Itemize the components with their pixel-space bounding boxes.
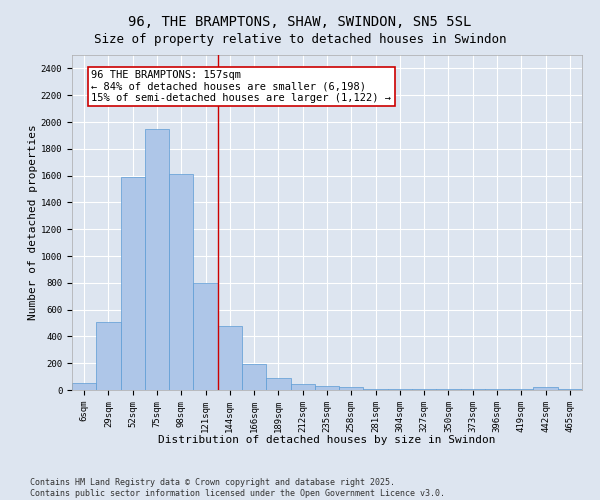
Bar (533, 386, 558, 390)
Text: 96, THE BRAMPTONS, SHAW, SWINDON, SN5 5SL: 96, THE BRAMPTONS, SHAW, SWINDON, SN5 5S… (128, 15, 472, 29)
Bar (169, 174, 193, 390)
X-axis label: Distribution of detached houses by size in Swindon: Distribution of detached houses by size … (158, 435, 496, 445)
Bar (315, 386, 339, 390)
Bar (121, 177, 145, 390)
Text: Contains HM Land Registry data © Crown copyright and database right 2025.
Contai: Contains HM Land Registry data © Crown c… (30, 478, 445, 498)
Y-axis label: Number of detached properties: Number of detached properties (28, 124, 38, 320)
Bar (290, 384, 315, 390)
Bar (72, 382, 96, 390)
Bar (364, 388, 388, 390)
Bar (218, 326, 242, 390)
Bar (96, 322, 121, 390)
Bar (145, 128, 169, 390)
Bar (266, 378, 290, 390)
Bar (193, 283, 218, 390)
Bar (242, 364, 266, 390)
Bar (339, 388, 364, 390)
Text: Size of property relative to detached houses in Swindon: Size of property relative to detached ho… (94, 32, 506, 46)
Text: 96 THE BRAMPTONS: 157sqm
← 84% of detached houses are smaller (6,198)
15% of sem: 96 THE BRAMPTONS: 157sqm ← 84% of detach… (91, 70, 391, 103)
